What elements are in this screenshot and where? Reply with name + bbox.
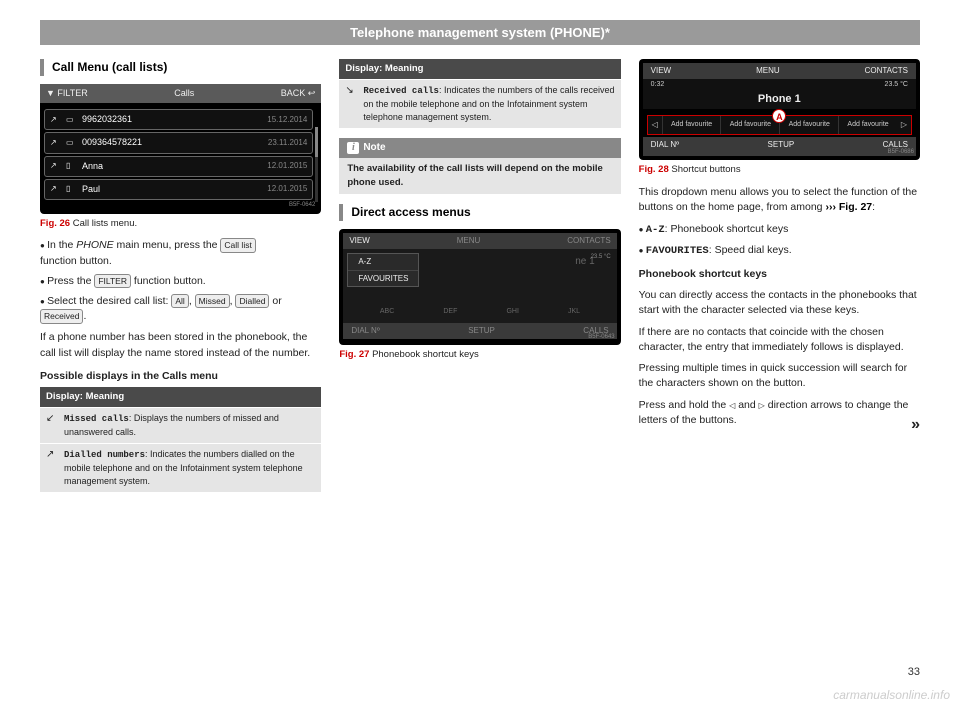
fig-label: Fig. 26 (40, 218, 70, 229)
sim-icon: ▭ (66, 137, 78, 149)
ref-code: B5F-0643 (588, 333, 614, 342)
figure-26: ▼ FILTER Calls BACK ↩ ↗ ▭ 9962032361 15.… (40, 84, 321, 230)
bullet-3: Select the desired call list: All, Misse… (40, 294, 321, 324)
fig-caption-text: Shortcut buttons (671, 164, 740, 175)
column-3: VIEW MENU CONTACTS 0:32 23.5 °C Phone 1 … (639, 59, 920, 492)
menu-favourites: FAVOURITES (348, 271, 418, 287)
table-row: ↘ Received calls: Indicates the numbers … (339, 79, 620, 128)
column-1: Call Menu (call lists) ▼ FILTER Calls BA… (40, 59, 321, 492)
filter-icon: ▼ FILTER (46, 87, 88, 100)
received-icon: ↘ (345, 84, 363, 99)
chapter-title: Telephone management system (PHONE)* (40, 20, 920, 45)
call-date: 12.01.2015 (267, 183, 307, 195)
call-number: Anna (82, 160, 267, 173)
call-row: ↗ ▯ Anna 12.01.2015 (44, 156, 313, 177)
call-row: ↗ ▯ Paul 12.01.2015 (44, 179, 313, 200)
call-number: 9962032361 (82, 113, 267, 126)
setup-label: SETUP (468, 325, 495, 337)
calls-title: Calls (174, 87, 194, 100)
figure-28: VIEW MENU CONTACTS 0:32 23.5 °C Phone 1 … (639, 59, 920, 177)
dropdown-menu: A-Z FAVOURITES (347, 253, 419, 287)
fig-label: Fig. 28 (639, 164, 669, 175)
keyboard-row: ABC DEF GHI JKL (343, 303, 616, 321)
menu-az: A-Z (348, 254, 418, 271)
dial-label: DIAL Nº (651, 139, 679, 151)
call-out-icon: ↗ (50, 114, 62, 126)
section-direct-access: Direct access menus (339, 204, 620, 221)
table-row: ↗ Dialled numbers: Indicates the numbers… (40, 443, 321, 492)
call-out-icon: ↗ (50, 160, 62, 172)
paragraph: If there are no contacts that coincide w… (639, 325, 920, 355)
time: 0:32 (651, 80, 665, 90)
bullet-2: Press the FILTER function button. (40, 274, 321, 289)
contacts-label: CONTACTS (865, 65, 908, 77)
call-number: 009364578221 (82, 136, 268, 149)
paragraph: You can directly access the contacts in … (639, 288, 920, 318)
fav-cell: Add favourite (838, 116, 897, 134)
scrollbar (315, 127, 318, 201)
view-label: VIEW (651, 65, 671, 77)
setup-label: SETUP (768, 139, 795, 151)
temperature: 23.5 °C (591, 253, 611, 262)
table-row: ↙ Missed calls: Displays the numbers of … (40, 407, 321, 443)
paragraph: If a phone number has been stored in the… (40, 330, 321, 360)
menu-label: MENU (756, 65, 780, 77)
ref-code: B5F-0686 (888, 148, 914, 157)
call-row: ↗ ▭ 9962032361 15.12.2014 (44, 109, 313, 130)
bullet-1: In the PHONE main menu, press the Call l… (40, 238, 321, 268)
filter-button: FILTER (94, 274, 131, 288)
call-list-button: Call list (220, 238, 255, 252)
paragraph: Pressing multiple times in quick success… (639, 361, 920, 391)
phone-icon: ▯ (66, 183, 78, 195)
call-date: 12.01.2015 (267, 160, 307, 172)
fav-cell: Add favourite (662, 116, 721, 134)
fav-cell: Add favourite (720, 116, 779, 134)
missed-icon: ↙ (46, 412, 64, 427)
fav-cell: Add favourite (779, 116, 838, 134)
arrow-right-icon (897, 116, 911, 134)
column-2: Display: Meaning ↘ Received calls: Indic… (339, 59, 620, 492)
marker-a: A (772, 109, 786, 123)
call-date: 15.12.2014 (267, 114, 307, 126)
call-row: ↗ ▭ 009364578221 23.11.2014 (44, 132, 313, 153)
arrow-left-icon (648, 116, 662, 134)
bullet-favourites: FAVOURITES: Speed dial keys. (639, 243, 920, 259)
continues-icon: » (911, 413, 920, 436)
figure-27: VIEW MENU CONTACTS ne 1 23.5 °C A-Z FAVO… (339, 229, 620, 362)
call-out-icon: ↗ (50, 137, 62, 149)
subhead-possible-displays: Possible displays in the Calls menu (40, 369, 321, 384)
call-number: Paul (82, 183, 267, 196)
bullet-az: A-Z: Phonebook shortcut keys (639, 222, 920, 238)
contacts-label: CONTACTS (567, 235, 610, 247)
call-out-icon: ↗ (50, 183, 62, 195)
section-call-menu: Call Menu (call lists) (40, 59, 321, 76)
fig-caption-text: Phonebook shortcut keys (372, 349, 479, 360)
call-date: 23.11.2014 (268, 137, 307, 149)
note-head: iNote (339, 138, 620, 159)
fig-label: Fig. 27 (339, 349, 369, 360)
table-head: Display: Meaning (40, 387, 321, 407)
sim-icon: ▭ (66, 114, 78, 126)
watermark: carmanualsonline.info (833, 688, 950, 702)
view-label: VIEW (349, 235, 369, 247)
paragraph: This dropdown menu allows you to select … (639, 185, 920, 215)
paragraph: Press and hold the and direction arrows … (639, 398, 920, 428)
page-number: 33 (908, 666, 920, 678)
subhead-phonebook: Phonebook shortcut keys (639, 267, 920, 282)
table-head: Display: Meaning (339, 59, 620, 79)
fig-crossref: ››› Fig. 27 (825, 201, 872, 213)
dialled-icon: ↗ (46, 448, 64, 463)
phone-icon: ▯ (66, 160, 78, 172)
phone-title: Phone 1 A (643, 91, 916, 109)
menu-label: MENU (457, 235, 481, 247)
temperature: 23.5 °C (885, 80, 908, 90)
ref-code: B5F-0642 (289, 201, 315, 210)
fig-caption-text: Call lists menu. (73, 218, 137, 229)
back-button: BACK ↩ (281, 87, 316, 100)
note-body: The availability of the call lists will … (339, 158, 620, 194)
dial-label: DIAL Nº (351, 325, 379, 337)
